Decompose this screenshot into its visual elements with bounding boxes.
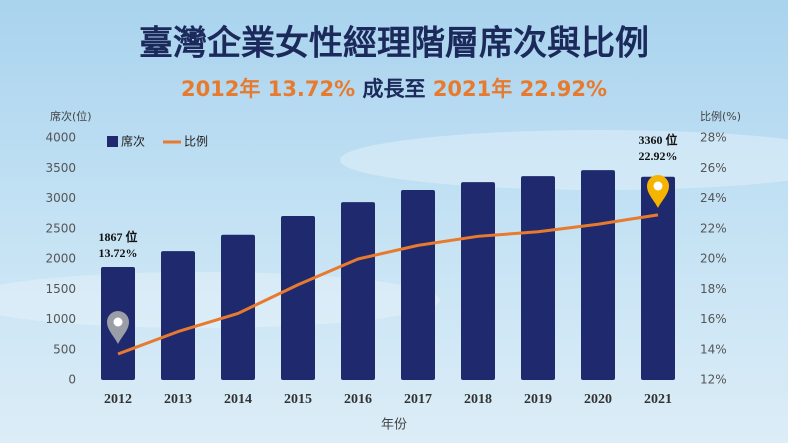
subtitle-part: 2012年 13.72% bbox=[181, 77, 355, 101]
y2-tick-label: 22% bbox=[700, 221, 727, 235]
x-tick-label: 2019 bbox=[524, 392, 552, 407]
map-pin-dot bbox=[113, 317, 123, 327]
data-label: 22.92% bbox=[639, 149, 678, 163]
x-tick-label: 2020 bbox=[584, 392, 612, 407]
bar bbox=[581, 170, 615, 380]
x-tick-label: 2012 bbox=[104, 392, 132, 407]
y2-tick-label: 20% bbox=[700, 252, 727, 266]
chart-subtitle: 2012年 13.72% 成長至 2021年 22.92% bbox=[181, 77, 607, 101]
x-tick-label: 2015 bbox=[284, 392, 312, 407]
bar bbox=[401, 190, 435, 380]
y-tick-label: 1000 bbox=[45, 312, 76, 326]
y2-tick-label: 18% bbox=[700, 282, 727, 296]
y-tick-label: 500 bbox=[53, 342, 76, 356]
bar bbox=[461, 182, 495, 380]
map-pin bbox=[647, 175, 669, 208]
data-label: 1867 位 bbox=[98, 229, 137, 244]
x-tick-label: 2016 bbox=[344, 392, 372, 407]
y2-tick-label: 16% bbox=[700, 312, 727, 326]
y2-tick-label: 28% bbox=[700, 131, 727, 145]
x-tick-label: 2018 bbox=[464, 392, 492, 407]
line bbox=[117, 213, 659, 356]
x-tick-label: 2021 bbox=[644, 392, 672, 407]
y-tick-label: 3000 bbox=[45, 191, 76, 205]
legend-swatch bbox=[107, 136, 118, 147]
y2-tick-label: 24% bbox=[700, 191, 727, 205]
y2-tick-label: 26% bbox=[700, 161, 727, 175]
y-tick-label: 3500 bbox=[45, 161, 76, 175]
subtitle-part: 成長至 bbox=[363, 77, 426, 101]
bar bbox=[641, 176, 675, 380]
y-tick-label: 2000 bbox=[45, 252, 76, 266]
y2-tick-label: 14% bbox=[700, 342, 727, 356]
bar bbox=[341, 202, 375, 380]
bar bbox=[521, 176, 555, 380]
chart-title: 臺灣企業女性經理階層席次與比例 bbox=[139, 24, 649, 64]
bar bbox=[281, 216, 315, 380]
legend-label: 比例 bbox=[184, 135, 208, 149]
x-tick-label: 2017 bbox=[404, 392, 432, 407]
bar bbox=[221, 234, 255, 380]
x-tick-label: 2014 bbox=[224, 392, 252, 407]
y2-axis-title: 比例(%) bbox=[700, 109, 741, 123]
y-tick-label: 4000 bbox=[45, 131, 76, 145]
map-pin bbox=[107, 311, 129, 344]
cloud bbox=[340, 130, 788, 190]
map-pin-dot bbox=[653, 181, 663, 191]
y-tick-label: 0 bbox=[68, 373, 76, 387]
data-label: 3360 位 bbox=[638, 132, 677, 147]
legend-label: 席次 bbox=[121, 134, 145, 149]
y-axis-title: 席次(位) bbox=[50, 109, 92, 123]
x-tick-label: 2013 bbox=[164, 392, 192, 407]
y-tick-label: 2500 bbox=[45, 221, 76, 235]
bar bbox=[161, 251, 195, 380]
data-label: 13.72% bbox=[99, 246, 138, 260]
x-axis-title: 年份 bbox=[381, 418, 407, 433]
y-tick-label: 1500 bbox=[45, 282, 76, 296]
y2-tick-label: 12% bbox=[700, 373, 727, 387]
subtitle-part: 2021年 22.92% bbox=[433, 77, 607, 101]
